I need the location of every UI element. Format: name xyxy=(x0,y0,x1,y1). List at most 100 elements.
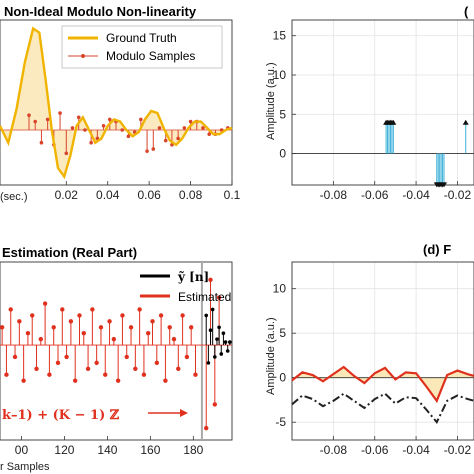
modulo-sample-marker xyxy=(182,126,187,130)
modulo-sample-marker xyxy=(120,128,125,132)
modulo-sample-marker xyxy=(33,119,38,124)
panel-a-modulo-plot: 0.02 0.04 0.06 0.08 0.1 xyxy=(0,19,241,202)
estimated-marker xyxy=(137,307,142,312)
panel-a-axes-frame xyxy=(0,19,233,186)
estimated-marker xyxy=(81,331,86,336)
estimated-marker xyxy=(25,331,31,336)
y-tilde-marker xyxy=(221,331,226,336)
estimated-marker xyxy=(51,325,56,330)
panel-d-xtick-label-0: -0.08 xyxy=(320,443,348,457)
estimated-marker xyxy=(171,336,177,342)
estimated-marker xyxy=(8,307,13,312)
panel-b-axes-frame xyxy=(291,19,474,186)
panel-a-xtick-label-2: 0.06 xyxy=(137,188,161,202)
panel-b-xtick-label-1: -0.06 xyxy=(361,188,389,202)
estimated-marker xyxy=(38,336,44,342)
panel-b-ytick-label-0: 15 xyxy=(273,29,287,43)
spectrum-stem-marker xyxy=(390,119,397,125)
panel-d-ylabel: Amplitude (a.u.) xyxy=(265,317,277,395)
y-tilde-marker xyxy=(219,352,224,356)
estimated-marker xyxy=(90,307,95,312)
panel-a-xlabel: (sec.) xyxy=(0,191,28,203)
estimated-marker xyxy=(30,313,35,318)
ground-truth-fill xyxy=(0,28,232,177)
estimated-marker xyxy=(184,354,190,360)
estimated-marker xyxy=(150,319,155,324)
modulo-sample-marker xyxy=(207,132,212,137)
y-tilde-marker xyxy=(215,337,219,341)
estimated-marker xyxy=(180,313,185,318)
y-tilde-marker xyxy=(210,307,215,312)
estimated-marker xyxy=(107,319,112,324)
estimated-marker xyxy=(188,325,194,330)
modulo-sample-marker xyxy=(58,111,62,115)
estimated-marker xyxy=(141,372,147,377)
estimated-marker xyxy=(124,354,129,360)
y-tilde-marker xyxy=(225,349,230,353)
panel-b-stem-plot: -0.08 -0.06 -0.04 -0.02 15 10 5 0 xyxy=(273,19,474,202)
panel-d-ytick-label-2: 0 xyxy=(279,371,286,385)
panel-b-ytick-label-1: 10 xyxy=(273,68,287,82)
y-tilde-marker xyxy=(206,361,211,365)
panel-b-ylabel: Amplitude (a.u.) xyxy=(265,62,277,140)
panel-c-xtick-label-0: 00 xyxy=(15,443,29,457)
panel-b-title: ( xyxy=(464,4,469,19)
modulo-sample-marker xyxy=(89,140,93,145)
panel-d-title: (d) F xyxy=(423,242,451,257)
modulo-sample-marker xyxy=(188,119,193,124)
estimated-marker xyxy=(55,360,61,366)
panel-b-xtick-label-0: -0.08 xyxy=(320,188,348,202)
panel-c-axes-frame xyxy=(0,261,233,441)
estimated-marker xyxy=(64,354,69,360)
modulo-sample-marker xyxy=(176,136,180,141)
estimated-marker xyxy=(77,313,82,318)
estimated-marker xyxy=(167,325,172,330)
panel-a-xtick-label-0: 0.02 xyxy=(55,188,79,202)
estimated-marker xyxy=(128,325,134,330)
modulo-sample-marker xyxy=(201,126,205,130)
spectrum-stem-marker xyxy=(462,119,469,125)
estimated-marker xyxy=(47,372,52,377)
estimated-marker xyxy=(60,307,65,312)
panel-c-legend: ỹ [n] Estimated xyxy=(140,270,231,304)
estimated-marker xyxy=(154,360,160,366)
y-tilde-marker xyxy=(228,340,232,344)
legend-modulo-samples-marker xyxy=(81,54,85,58)
panel-c-estimation-plot: 00 120 140 160 180 xyxy=(0,261,233,457)
panel-a-legend: Ground Truth Modulo Samples xyxy=(61,25,223,69)
estimated-marker xyxy=(146,331,151,336)
y-tilde-marker xyxy=(204,313,209,318)
estimated-marker xyxy=(42,301,48,306)
ground-truth-line xyxy=(0,26,233,180)
estimated-marker xyxy=(212,402,218,407)
modulo-sample-marker xyxy=(39,140,44,145)
panel-d-amplitude-plot: -0.08 -0.06 -0.04 -0.02 10 5 0 -5 xyxy=(273,261,474,457)
legend-estimated-label: Estimated xyxy=(178,290,231,304)
panel-a-xtick-label-3: 0.08 xyxy=(179,188,203,202)
estimated-marker xyxy=(208,277,213,282)
legend-ground-truth-label: Ground Truth xyxy=(106,31,177,45)
modulo-sample-marker xyxy=(126,134,131,139)
modulo-sample-marker xyxy=(101,123,106,128)
panel-a-xtick-label-4: 0.1 xyxy=(224,188,241,202)
estimated-spectrum-line xyxy=(291,365,474,404)
estimated-marker xyxy=(204,425,209,431)
y-tilde-marker xyxy=(217,325,221,330)
legend-modulo-samples-label: Modulo Samples xyxy=(106,49,195,63)
modulo-sample-marker xyxy=(64,151,69,156)
estimated-marker xyxy=(111,336,117,342)
estimated-spectrum-fill xyxy=(292,367,474,401)
panel-c-xtick-label-2: 140 xyxy=(97,443,117,457)
panel-c-xtick-label-4: 180 xyxy=(183,443,203,457)
panel-b-xtick-label-2: -0.04 xyxy=(402,188,430,202)
panel-a-title: Non-Ideal Modulo Non-linearity xyxy=(4,4,197,19)
legend-y-tilde-label: ỹ [n] xyxy=(177,270,209,284)
modulo-sample-marker xyxy=(163,138,168,143)
estimated-marker xyxy=(21,378,26,383)
panel-c-xtick-label-3: 160 xyxy=(140,443,160,457)
estimated-marker xyxy=(85,366,91,371)
panel-a-xtick-label-1: 0.04 xyxy=(96,188,120,202)
panel-c-annotation-arrowhead xyxy=(180,409,188,417)
estimated-marker xyxy=(133,366,138,371)
